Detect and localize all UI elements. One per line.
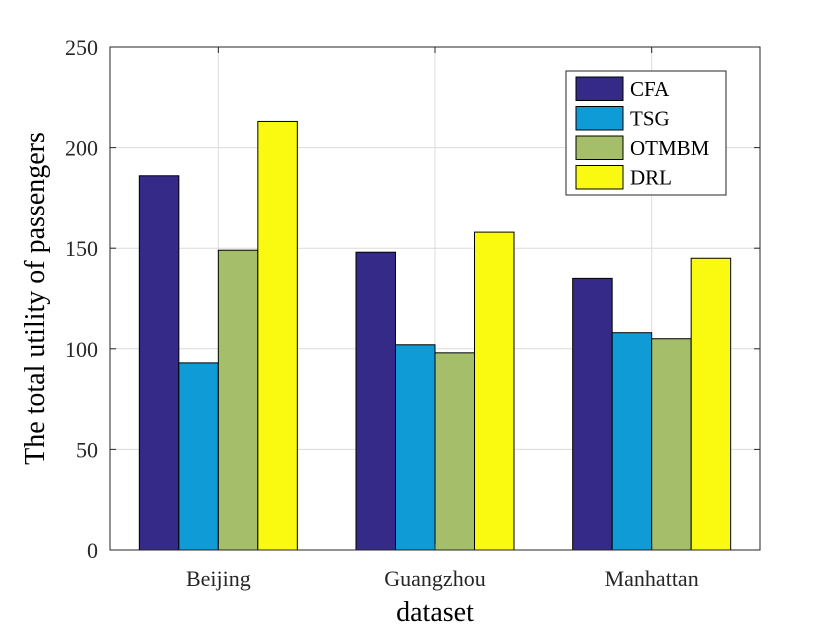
y-tick-label: 50 (76, 437, 98, 462)
y-axis-ticks: 0 50 100 150 200 250 (65, 35, 760, 563)
y-tick-label: 150 (65, 236, 98, 261)
legend-label: OTMBM (630, 136, 710, 160)
legend-label: CFA (630, 77, 670, 101)
legend-swatch (575, 106, 624, 131)
legend-swatch (575, 76, 624, 101)
y-tick-label: 0 (87, 538, 98, 563)
y-tick-label: 250 (65, 35, 98, 60)
x-tick-label: Guangzhou (384, 566, 485, 591)
bar-cfa-guangzhou (355, 251, 396, 551)
bars-group (138, 120, 732, 551)
x-tick-label: Manhattan (605, 566, 699, 591)
y-tick-label: 100 (65, 337, 98, 362)
bar-tsg-manhattan (611, 332, 653, 551)
y-tick-label: 200 (65, 136, 98, 161)
bar-cfa-manhattan (572, 277, 613, 551)
legend-label: DRL (630, 165, 672, 189)
legend-swatch (575, 135, 624, 160)
legend-swatch (575, 165, 624, 190)
x-axis-ticks: Beijing Guangzhou Manhattan (186, 47, 699, 591)
legend-label: TSG (630, 106, 670, 130)
bar-cfa-beijing (138, 175, 180, 551)
legend: CFA TSG OTMBM DRL (565, 70, 727, 196)
bar-otmbm-manhattan (651, 338, 692, 551)
bar-tsg-beijing (178, 362, 219, 551)
bar-otmbm-guangzhou (434, 352, 475, 551)
bar-otmbm-beijing (217, 249, 259, 551)
x-axis-title: dataset (396, 597, 474, 628)
y-axis-title: The total utility of passengers (20, 132, 51, 465)
bar-drl-beijing (257, 120, 298, 551)
bar-drl-manhattan (690, 257, 732, 551)
bar-tsg-guangzhou (395, 344, 436, 551)
x-tick-label: Beijing (186, 566, 251, 591)
bar-drl-guangzhou (474, 231, 515, 551)
